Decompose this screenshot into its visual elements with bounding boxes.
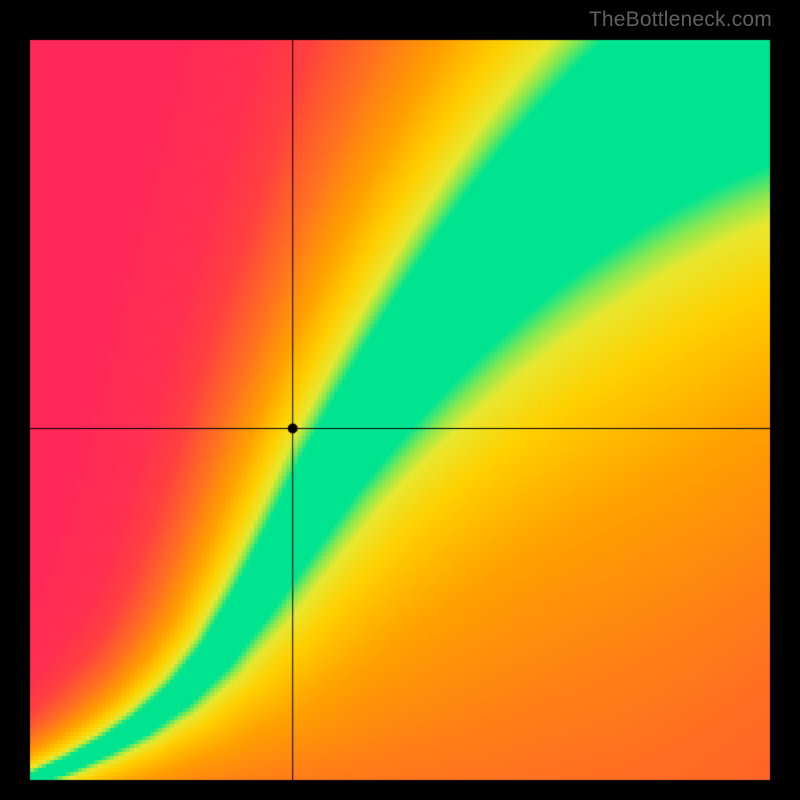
watermark-text: TheBottleneck.com (589, 8, 772, 32)
heatmap-canvas (0, 0, 800, 800)
chart-container: TheBottleneck.com (0, 0, 800, 800)
